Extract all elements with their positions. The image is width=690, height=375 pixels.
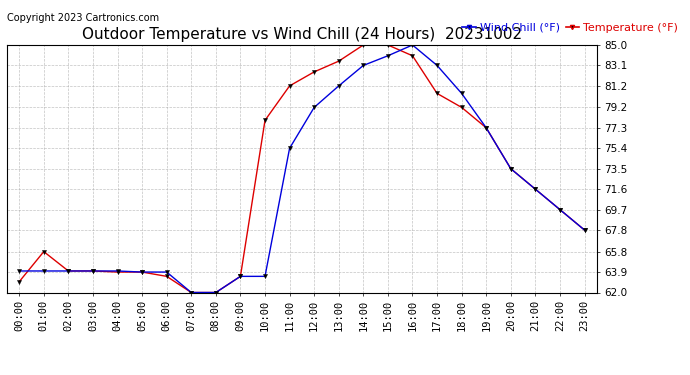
- Title: Outdoor Temperature vs Wind Chill (24 Hours)  20231002: Outdoor Temperature vs Wind Chill (24 Ho…: [82, 27, 522, 42]
- Text: Copyright 2023 Cartronics.com: Copyright 2023 Cartronics.com: [7, 13, 159, 23]
- Legend: Wind Chill (°F), Temperature (°F): Wind Chill (°F), Temperature (°F): [458, 18, 682, 37]
